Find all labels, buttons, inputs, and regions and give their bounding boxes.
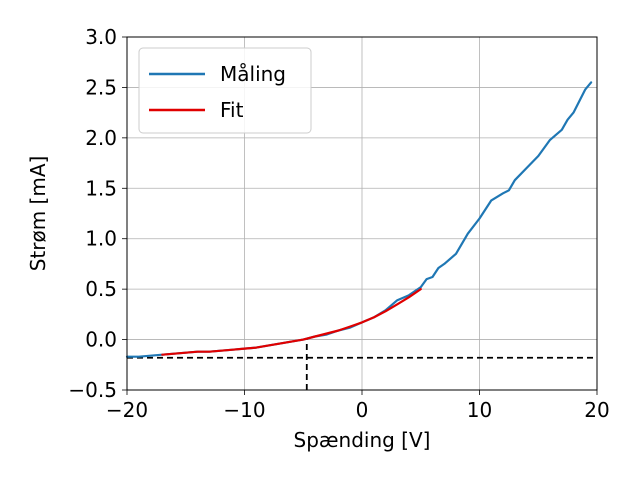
y-tick-label: 2.0 xyxy=(85,126,117,150)
y-axis-ticks: −0.5 0.0 0.5 1.0 1.5 2.0 2.5 3.0 xyxy=(68,25,127,402)
series-line-fit xyxy=(161,288,422,356)
x-tick-label: 20 xyxy=(584,398,609,422)
legend: Måling Fit xyxy=(138,47,312,134)
x-axis-label: Spænding [V] xyxy=(294,428,431,452)
x-axis-ticks: −20 −10 0 10 20 xyxy=(106,390,610,422)
legend-label: Fit xyxy=(220,98,244,122)
y-tick-label: 0.0 xyxy=(85,328,117,352)
y-axis-label: Strøm [mA] xyxy=(26,156,50,272)
y-tick-label: 2.5 xyxy=(85,75,117,99)
legend-label: Måling xyxy=(220,62,286,86)
legend-box xyxy=(138,47,312,134)
y-tick-label: 1.5 xyxy=(85,176,117,200)
series-layer xyxy=(125,81,593,358)
y-tick-label: 1.0 xyxy=(85,227,117,251)
x-tick-label: −10 xyxy=(223,398,265,422)
reference-lines xyxy=(127,339,597,390)
x-tick-label: 0 xyxy=(356,398,369,422)
y-tick-label: 0.5 xyxy=(85,277,117,301)
y-tick-label: 3.0 xyxy=(85,25,117,49)
x-tick-label: 10 xyxy=(467,398,492,422)
x-tick-label: −20 xyxy=(106,398,148,422)
grid xyxy=(126,36,598,391)
y-tick-label: −0.5 xyxy=(68,378,117,402)
